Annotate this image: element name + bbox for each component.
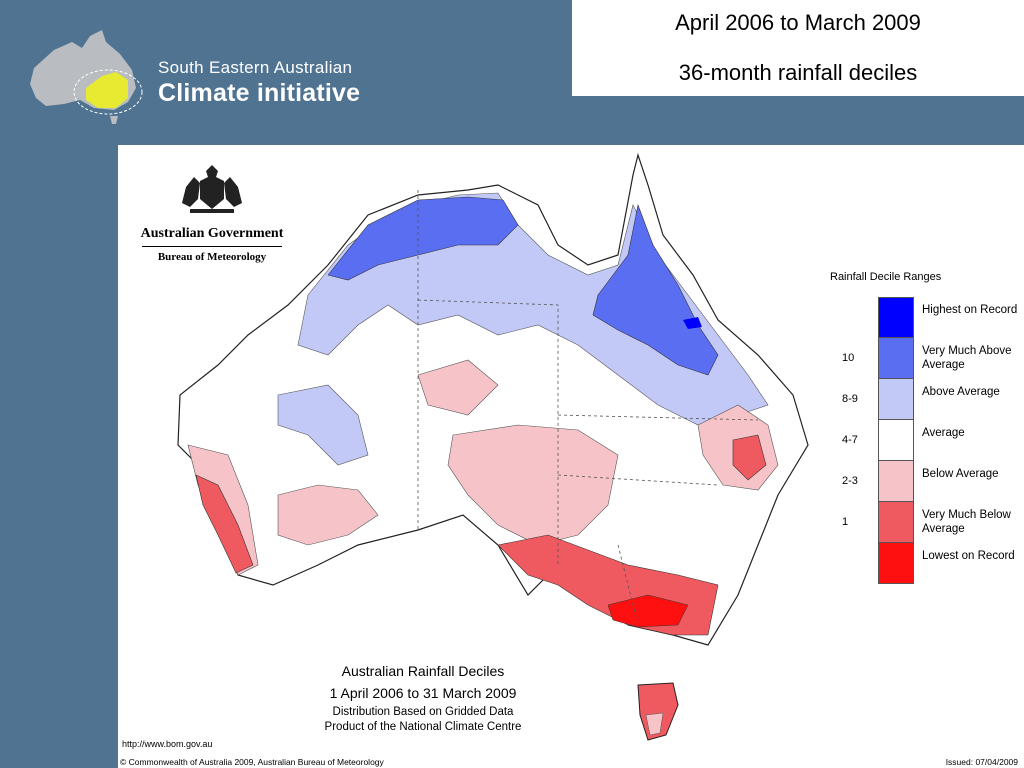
australia-rainfall-map <box>177 152 809 741</box>
legend-code: 10 <box>842 352 855 364</box>
legend-row: Lowest on Record <box>830 543 1020 584</box>
lowest-on-record-victoria <box>607 594 689 628</box>
legend-row: 10 Very Much Above Average <box>830 338 1020 379</box>
government-name: Australian Government <box>140 226 284 241</box>
slide-title: April 2006 to March 2009 36-month rainfa… <box>572 0 1024 96</box>
very-much-below-average-east <box>732 434 767 481</box>
copyright-notice: © Commonwealth of Australia 2009, Austra… <box>120 757 384 767</box>
below-average-south-central <box>277 484 379 546</box>
tasmania-average <box>645 712 664 736</box>
gov-divider <box>142 246 282 247</box>
legend-code: 2-3 <box>842 475 858 487</box>
legend-row: 1 Very Much Below Average <box>830 502 1020 543</box>
issued-date: Issued: 07/04/2009 <box>945 757 1018 767</box>
legend-swatch <box>878 297 914 338</box>
logo-line1: South Eastern Australian <box>158 58 353 77</box>
legend-label: Very Much Below Average <box>922 509 1011 535</box>
title-line1: April 2006 to March 2009 <box>675 10 921 35</box>
rainfall-map-panel: Australian Government Bureau of Meteorol… <box>118 145 1024 768</box>
highest-on-record-qld <box>683 317 702 329</box>
bom-url[interactable]: http://www.bom.gov.au <box>122 739 213 749</box>
legend-swatch <box>878 461 914 502</box>
legend-label: Very Much Above Average <box>922 345 1012 371</box>
caption-product: Product of the National Climate Centre <box>324 721 522 733</box>
legend-swatch <box>878 502 914 543</box>
very-much-above-average-qld <box>592 203 719 376</box>
legend-swatch <box>878 543 914 584</box>
legend-row: Highest on Record <box>830 297 1020 338</box>
legend-label: Highest on Record <box>922 304 1018 316</box>
legend-label: Average <box>922 427 965 439</box>
seaci-logo: South Eastern Australian Climate initiat… <box>24 28 384 138</box>
government-crest: Australian Government Bureau of Meteorol… <box>132 159 292 263</box>
legend-title: Rainfall Decile Ranges <box>830 271 942 283</box>
above-average-west <box>277 384 369 466</box>
legend-code: 4-7 <box>842 434 858 446</box>
legend-label: Below Average <box>922 468 999 480</box>
below-average-interior <box>417 359 499 416</box>
logo-line2: Climate initiative <box>158 79 361 107</box>
caption-distribution: Distribution Based on Gridded Data <box>332 706 514 718</box>
legend-row: 4-7 Average <box>830 420 1020 461</box>
title-line2: 36-month rainfall deciles <box>678 60 918 85</box>
bureau-name: Bureau of Meteorology <box>157 251 267 263</box>
australia-logo-icon <box>30 30 143 124</box>
legend-code: 1 <box>842 516 849 528</box>
legend-label: Lowest on Record <box>922 550 1015 562</box>
caption-period: 1 April 2006 to 31 March 2009 <box>329 685 517 701</box>
legend-swatch <box>878 338 914 379</box>
legend-code: 8-9 <box>842 393 858 405</box>
caption-title: Australian Rainfall Deciles <box>341 663 505 679</box>
legend-label: Above Average <box>922 386 1000 398</box>
legend-swatch <box>878 420 914 461</box>
legend-row: 8-9 Above Average <box>830 379 1020 420</box>
legend-swatch <box>878 379 914 420</box>
state-borders <box>417 190 759 626</box>
map-caption: Australian Rainfall Deciles 1 April 2006… <box>278 663 568 735</box>
legend-row: 2-3 Below Average <box>830 461 1020 502</box>
coat-of-arms-icon <box>182 165 242 213</box>
decile-legend: Rainfall Decile Ranges Highest on Record… <box>830 271 1020 584</box>
below-average-centre <box>447 424 619 546</box>
very-much-above-average-top-end <box>327 196 519 281</box>
very-much-below-average-sw <box>195 474 254 574</box>
